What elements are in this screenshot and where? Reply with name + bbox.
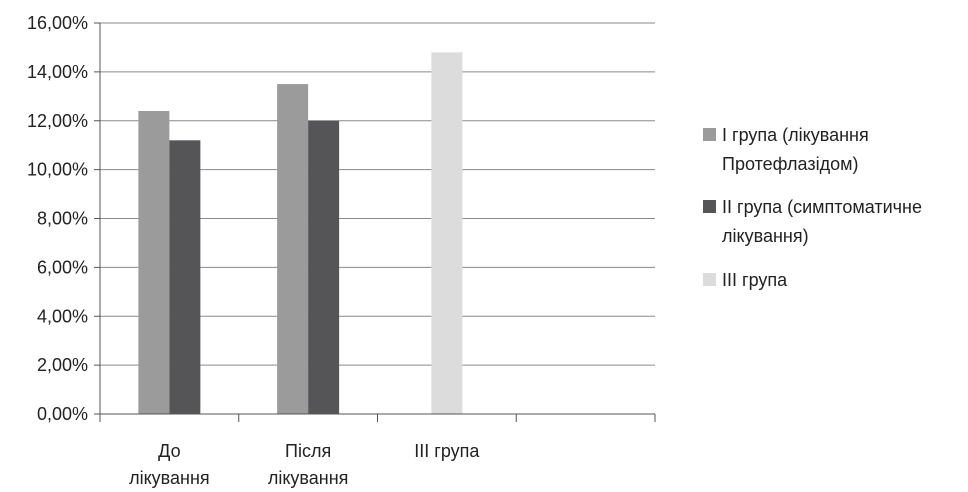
y-tick-label: 8,00% (37, 209, 88, 229)
legend-swatch (703, 200, 716, 213)
bar (431, 52, 463, 414)
x-axis-category-labels: До лікування Після лікування III група (129, 441, 480, 488)
legend-label: II група (симптоматичне (722, 197, 922, 217)
y-tick-label: 6,00% (37, 257, 88, 277)
y-tick-label: 10,00% (27, 160, 88, 180)
legend: I група (лікування Протефлазідом) II група… (703, 125, 922, 290)
bar (138, 110, 170, 414)
bar (277, 84, 309, 414)
x-category-label: III група (414, 441, 480, 461)
legend-label: Протефлазідом) (722, 154, 858, 174)
x-category-label: лікування (268, 468, 349, 488)
legend-swatch (703, 128, 716, 141)
bar (169, 140, 201, 415)
y-tick-label: 16,00% (27, 13, 88, 33)
bars (138, 52, 463, 415)
legend-label: I група (лікування (722, 125, 869, 145)
axes (94, 22, 656, 422)
bar (308, 120, 340, 414)
x-category-label: До (158, 441, 180, 461)
x-category-label: Після (285, 441, 331, 461)
y-tick-label: 2,00% (37, 355, 88, 375)
y-tick-label: 4,00% (37, 306, 88, 326)
y-tick-label: 0,00% (37, 404, 88, 424)
y-tick-label: 12,00% (27, 111, 88, 131)
y-tick-label: 14,00% (27, 62, 88, 82)
legend-label: III група (722, 270, 788, 290)
x-category-label: лікування (129, 468, 210, 488)
y-axis-tick-labels: 0,00% 2,00% 4,00% 6,00% 8,00% 10,00% 12,00% 14,… (27, 13, 88, 424)
legend-label: лікування) (722, 226, 809, 246)
legend-swatch (703, 273, 716, 286)
